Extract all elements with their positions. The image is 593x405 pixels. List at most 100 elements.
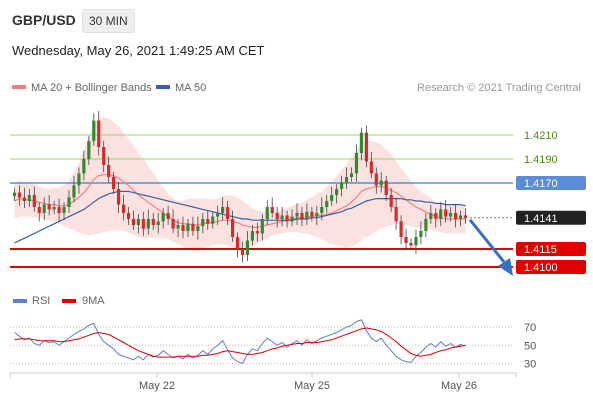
candle-body	[211, 216, 215, 224]
candle-body	[235, 237, 240, 249]
candle-body	[201, 219, 205, 227]
candle-body	[181, 225, 185, 231]
candle-body	[463, 215, 468, 218]
candle-body	[270, 207, 274, 213]
candle-body	[255, 231, 259, 234]
candle-body	[340, 183, 344, 189]
candle-body	[335, 189, 339, 195]
rsi-panel: 70 50 30	[10, 319, 536, 370]
candle-body	[409, 243, 413, 246]
candle-body	[146, 219, 150, 229]
candle-body	[216, 213, 220, 217]
legend-ma50: MA 50	[156, 82, 206, 94]
forecast-arrow-shaft	[468, 218, 506, 263]
candle-body	[419, 231, 423, 237]
candle-body	[47, 204, 51, 210]
candle-body	[364, 132, 368, 162]
level-tag-box	[516, 210, 586, 225]
bollinger-bands	[14, 117, 466, 252]
candle-body	[77, 173, 81, 186]
candle-body	[112, 177, 116, 189]
forecast-arrow	[468, 218, 513, 276]
rsi-legend-label: RSI	[32, 295, 50, 307]
candle-body	[230, 219, 235, 237]
candle-body	[434, 213, 438, 219]
level-lines	[10, 134, 513, 268]
candle-body	[27, 195, 31, 201]
candle-body	[389, 195, 393, 207]
candle-body	[107, 165, 111, 177]
candle-body	[131, 219, 136, 225]
candle-body	[399, 221, 403, 237]
candle-body	[369, 161, 373, 174]
candle-body	[102, 147, 106, 165]
candle-body	[250, 231, 254, 241]
x-axis: May 22 May 25 May 26	[9, 372, 517, 392]
candle-body	[121, 204, 126, 213]
timeframe-button[interactable]: 30 MIN	[82, 9, 135, 33]
candle-body	[310, 211, 314, 217]
candle-body	[359, 132, 364, 153]
ma50-swatch	[156, 85, 170, 90]
level-tag-1.4170: 1.4170	[524, 178, 558, 190]
candle-body	[221, 207, 225, 213]
chart-header: GBP/USD 30 MIN	[0, 0, 593, 40]
credit-text: Research © 2021 Trading Central	[416, 82, 581, 94]
candle-body	[62, 207, 66, 213]
candle-body	[295, 213, 299, 217]
candle-body	[424, 219, 428, 231]
level-tag-1.4100: 1.4100	[524, 262, 558, 274]
legend-ma20-label: MA 20 + Bollinger Bands	[31, 82, 152, 94]
candle-body	[196, 226, 200, 231]
currency-pair-label: GBP/USD	[12, 12, 76, 28]
candle-body	[394, 207, 398, 222]
candle-body	[354, 153, 359, 174]
candle-body	[325, 201, 329, 207]
ma20-line	[14, 174, 466, 228]
candle-body	[349, 173, 354, 177]
candle-body	[290, 216, 294, 222]
candle-body	[245, 240, 250, 255]
ma20-swatch	[12, 85, 26, 90]
candle-body	[206, 219, 210, 224]
candle-body	[265, 207, 269, 219]
candle-body	[300, 213, 304, 219]
rsi-ma-legend-label: 9MA	[82, 295, 105, 307]
x-tick-May-26: May 26	[441, 380, 477, 392]
candle-body	[439, 209, 443, 219]
x-tick-May-25: May 25	[294, 380, 330, 392]
rsi-line	[14, 319, 466, 365]
rsi-tick-50: 50	[524, 340, 536, 352]
level-tag-1.4115: 1.4115	[524, 244, 557, 256]
level-tag-1.4141: 1.4141	[524, 213, 558, 225]
level-tag-1.4210: 1.4210	[524, 130, 558, 142]
candle-body	[42, 204, 46, 213]
candle-body	[191, 223, 195, 231]
candle-body	[151, 219, 155, 225]
candle-body	[126, 213, 131, 219]
candle-body	[275, 213, 279, 219]
candle-body	[156, 221, 160, 225]
level-tag-1.4190: 1.4190	[524, 154, 558, 166]
candle-body	[12, 192, 17, 197]
level-tag-box	[516, 260, 586, 274]
candle-body	[454, 213, 458, 219]
legend-ma20: MA 20 + Bollinger Bands	[12, 82, 152, 94]
level-tag-box	[516, 242, 586, 256]
candle-body	[374, 173, 378, 186]
candle-body	[260, 219, 264, 234]
bollinger-band-area	[14, 117, 466, 252]
candle-body	[17, 192, 22, 198]
candle-body	[171, 219, 175, 229]
level-tag-box	[516, 176, 586, 190]
candle-body	[320, 207, 324, 213]
candle-body	[37, 207, 41, 213]
candle-body	[166, 213, 170, 219]
candle-body	[414, 237, 418, 246]
candle-body	[285, 215, 289, 222]
candle-body	[315, 213, 319, 217]
legend-ma50-label: MA 50	[175, 82, 207, 94]
candle-body	[305, 211, 309, 219]
candle-body	[141, 219, 145, 229]
rsi-ma-swatch	[62, 299, 76, 303]
